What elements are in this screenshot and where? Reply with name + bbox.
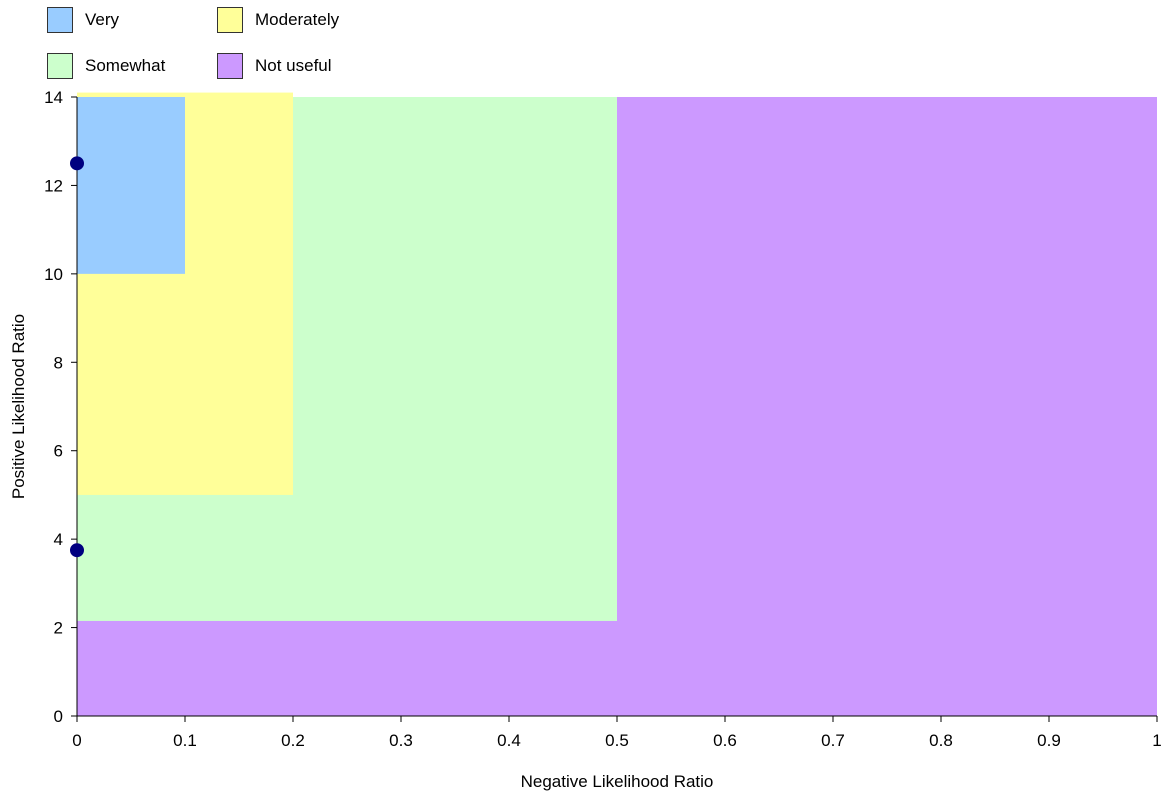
legend-label-somewhat: Somewhat [85,56,166,75]
x-tick-label: 0.1 [173,731,197,750]
legend-swatch-somewhat [47,53,73,79]
legend-label-not-useful: Not useful [255,56,332,75]
legend-item-moderately: Moderately [217,7,339,33]
legend-item-somewhat: Somewhat [47,53,165,79]
x-tick-label: 0.5 [605,731,629,750]
x-tick-label: 0.4 [497,731,521,750]
legend-swatch-not-useful [217,53,243,79]
data-point [70,543,84,558]
chart-points [70,156,84,558]
legend-label-moderately: Moderately [255,10,340,29]
y-tick-label: 0 [54,707,63,726]
x-tick-label: 0.6 [713,731,737,750]
legend-item-not-useful: Not useful [217,53,332,79]
x-axis-title: Negative Likelihood Ratio [521,772,714,791]
y-tick-label: 6 [54,442,63,461]
y-tick-label: 8 [54,353,63,372]
region-very [77,97,185,274]
y-tick-label: 10 [44,265,63,284]
y-tick-label: 2 [54,619,63,638]
legend-swatch-moderately [217,7,243,33]
x-tick-label: 0.9 [1037,731,1061,750]
x-tick-label: 0.8 [929,731,953,750]
data-point [70,156,84,171]
y-tick-label: 14 [44,88,63,107]
chart-regions [77,92,1157,716]
legend-swatch-very [47,7,73,33]
x-tick-label: 0.7 [821,731,845,750]
y-tick-label: 4 [54,530,63,549]
y-tick-label: 12 [44,176,63,195]
x-tick-label: 0.3 [389,731,413,750]
legend-item-very: Very [47,7,119,33]
x-tick-label: 0.2 [281,731,305,750]
legend-label-very: Very [85,10,120,29]
x-tick-label: 1 [1152,731,1161,750]
x-tick-label: 0 [72,731,81,750]
y-axis-title: Positive Likelihood Ratio [9,314,28,499]
